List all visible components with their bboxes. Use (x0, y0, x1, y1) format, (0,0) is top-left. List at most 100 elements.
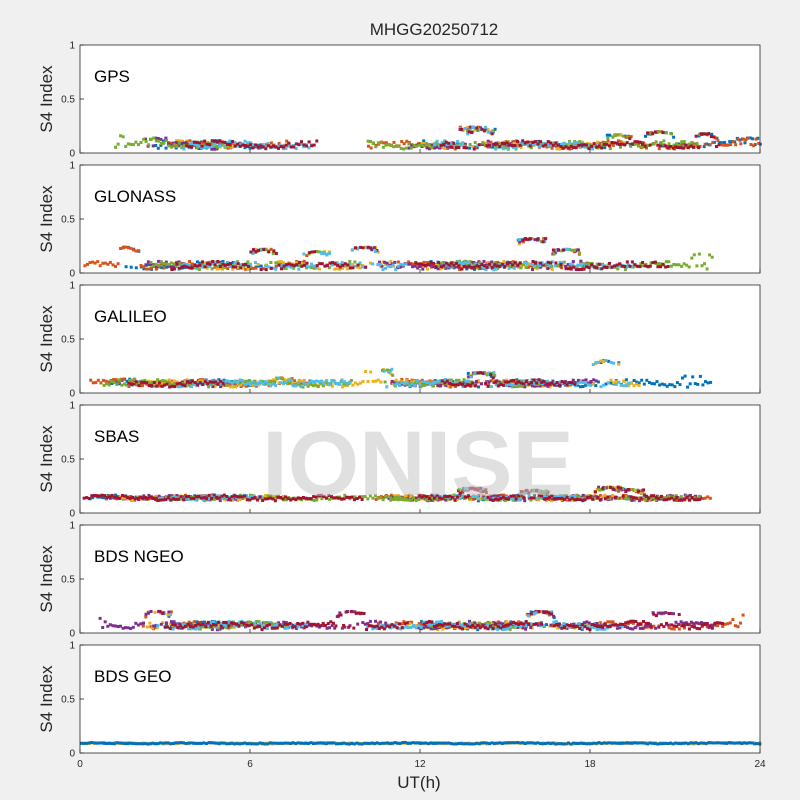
data-point (731, 618, 735, 621)
data-point (376, 496, 380, 500)
data-point (502, 260, 506, 263)
data-point (164, 498, 168, 502)
data-point (185, 378, 189, 382)
data-point (690, 256, 694, 260)
data-point (474, 371, 478, 375)
data-point (546, 260, 550, 264)
data-point (664, 144, 667, 148)
data-point (353, 264, 357, 268)
data-point (571, 263, 575, 267)
data-point (154, 139, 158, 143)
data-point (592, 378, 596, 382)
data-point (530, 142, 533, 146)
data-point (324, 496, 328, 500)
data-point (394, 268, 398, 272)
data-point (289, 265, 293, 269)
data-point (218, 627, 222, 631)
data-point (156, 146, 160, 150)
data-point (163, 383, 166, 387)
data-point (446, 384, 450, 388)
data-point (633, 263, 637, 267)
data-point (568, 498, 572, 502)
data-point (157, 381, 161, 385)
data-point (721, 143, 725, 147)
data-point (253, 496, 257, 500)
data-point (720, 141, 724, 145)
data-point (588, 143, 592, 147)
data-point (159, 622, 163, 626)
data-point (246, 262, 250, 266)
data-point (185, 262, 189, 266)
data-point (381, 368, 384, 372)
data-point (579, 143, 583, 147)
data-point (205, 622, 209, 626)
data-point (589, 383, 593, 387)
data-point (705, 267, 709, 271)
data-point (211, 385, 215, 389)
data-point (379, 496, 382, 500)
data-point (591, 147, 595, 151)
data-point (429, 495, 433, 499)
data-point (436, 267, 440, 271)
data-point (304, 496, 308, 500)
data-point (476, 499, 480, 503)
data-point (619, 140, 623, 144)
data-point (143, 495, 147, 499)
data-point (172, 143, 176, 147)
data-point (233, 261, 237, 265)
data-point (164, 146, 168, 150)
data-point (175, 139, 179, 143)
data-point (408, 380, 412, 383)
data-point (273, 499, 277, 503)
data-point (642, 497, 646, 501)
data-point (145, 381, 149, 385)
data-point (198, 627, 202, 631)
data-point (541, 240, 545, 244)
data-point (579, 259, 583, 263)
data-point (512, 140, 516, 144)
data-point (741, 613, 745, 617)
data-point (217, 494, 221, 498)
data-point (183, 380, 186, 384)
data-point (105, 382, 109, 386)
data-point (322, 382, 326, 386)
data-point (121, 246, 125, 250)
data-point (491, 496, 495, 500)
data-point (381, 498, 385, 502)
data-point (348, 380, 352, 384)
data-point (207, 382, 211, 386)
data-point (559, 145, 563, 148)
data-point (484, 489, 487, 493)
data-point (577, 143, 581, 147)
data-point (196, 260, 199, 264)
data-point (151, 626, 154, 630)
data-point (617, 489, 620, 493)
data-point (392, 383, 396, 387)
data-point (675, 499, 679, 502)
data-point (246, 141, 250, 145)
data-point (422, 626, 426, 630)
data-point (372, 246, 376, 250)
data-point (690, 496, 694, 499)
data-point (757, 141, 761, 145)
data-point (433, 493, 437, 497)
data-point (346, 267, 349, 271)
data-point (493, 127, 497, 131)
data-point (428, 382, 432, 386)
data-point (586, 383, 590, 387)
data-point (215, 496, 219, 499)
data-point (195, 143, 199, 147)
data-point (614, 383, 618, 386)
data-point (511, 260, 515, 264)
data-point (472, 147, 476, 151)
data-point (172, 620, 176, 624)
data-point (206, 381, 210, 385)
data-point (549, 261, 553, 265)
data-point (509, 494, 513, 498)
data-point (723, 622, 727, 626)
data-point (706, 495, 710, 499)
data-point (663, 383, 667, 387)
data-point (672, 498, 676, 502)
data-point (356, 263, 360, 267)
data-point (748, 136, 752, 140)
